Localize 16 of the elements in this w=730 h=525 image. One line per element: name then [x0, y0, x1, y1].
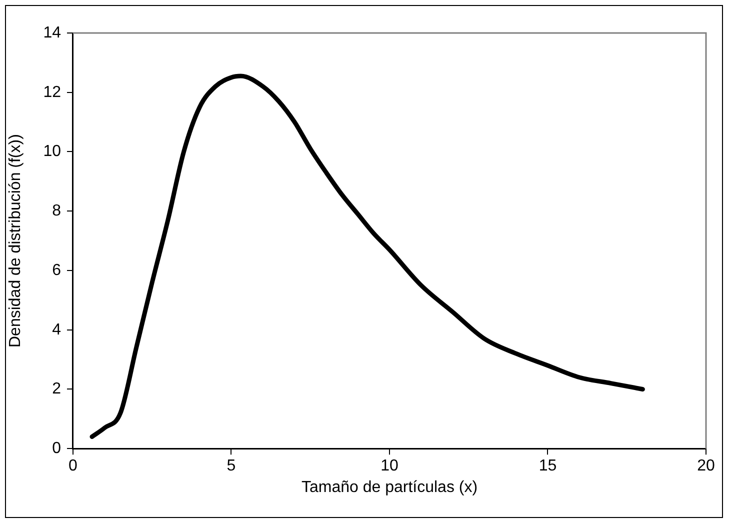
- y-tick-label: 6: [52, 262, 62, 279]
- x-tick-label: 20: [697, 458, 715, 475]
- x-tick-label: 5: [226, 458, 236, 475]
- y-tick-label: 10: [43, 143, 62, 160]
- x-tick-label: 0: [68, 458, 78, 475]
- y-tick-label: 0: [52, 440, 62, 458]
- y-tick-label: 12: [43, 84, 62, 101]
- line-series: [90, 74, 645, 439]
- y-axis-title: Densidad de distribución (f(x)): [7, 134, 24, 348]
- y-tick-label: 8: [52, 202, 62, 220]
- x-tick-label: 10: [380, 458, 398, 475]
- y-tick-label: 2: [52, 380, 62, 398]
- y-tick-label: 14: [43, 24, 62, 42]
- y-tick-label: 4: [52, 321, 62, 338]
- x-axis-title: Tamaño de partículas (x): [301, 478, 478, 496]
- x-tick-label: 15: [538, 458, 557, 475]
